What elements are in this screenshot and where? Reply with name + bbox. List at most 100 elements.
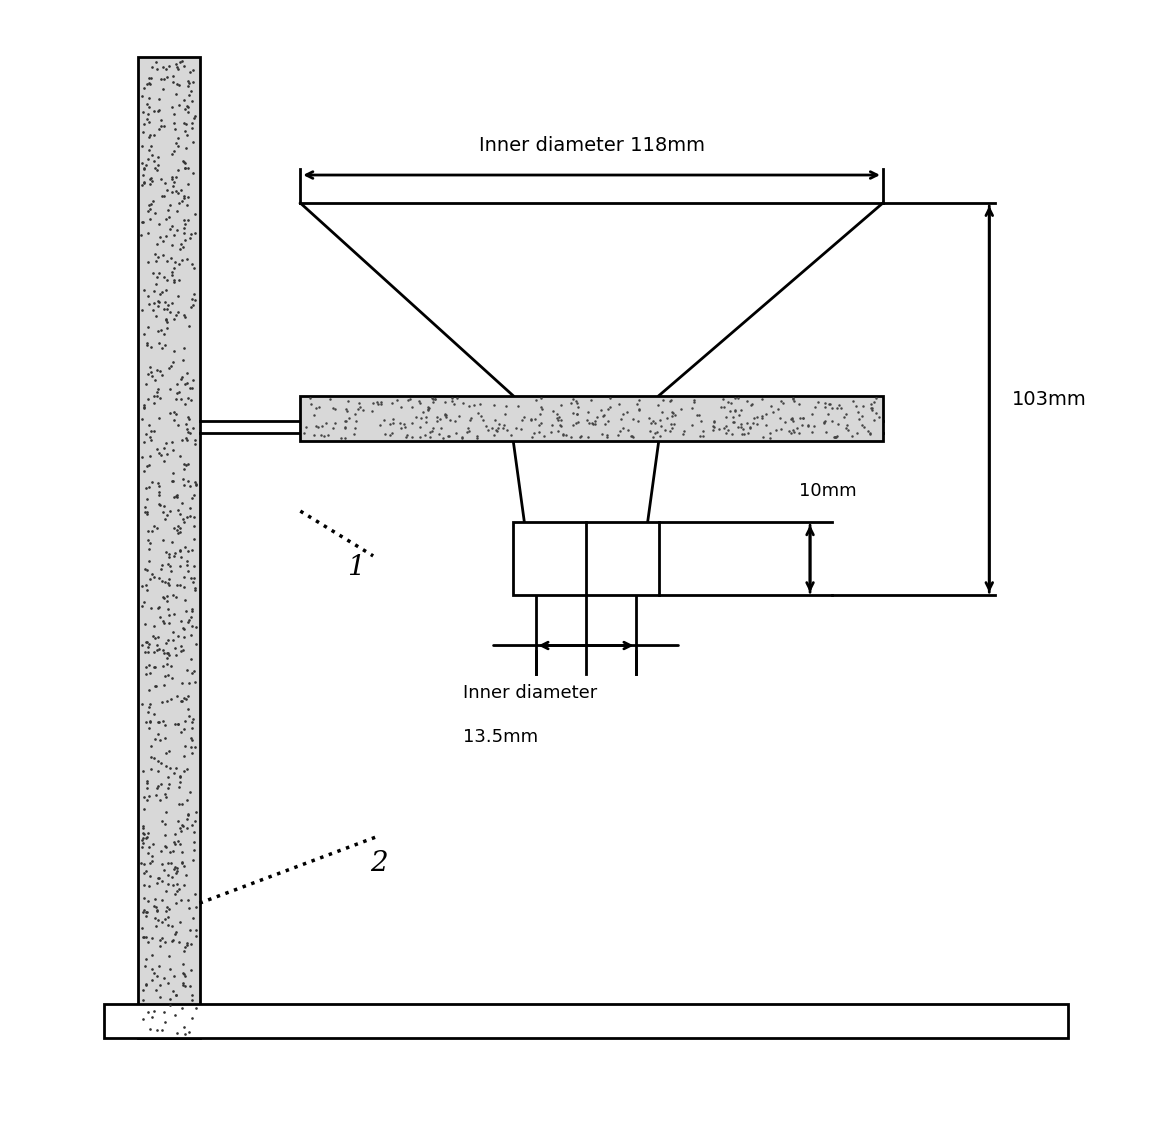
Point — [484, 396, 503, 414]
Point — [166, 588, 185, 606]
Point — [157, 210, 176, 228]
Point — [531, 398, 550, 416]
Point — [509, 396, 527, 414]
Point — [171, 638, 190, 656]
Point — [146, 982, 165, 999]
Point — [414, 403, 432, 421]
Point — [154, 231, 172, 249]
Point — [138, 903, 157, 921]
Point — [168, 576, 186, 594]
Point — [139, 456, 158, 474]
Point — [164, 464, 183, 482]
Point — [163, 183, 182, 201]
Point — [136, 633, 155, 651]
Point — [143, 851, 162, 869]
Point — [159, 775, 178, 793]
Point — [142, 431, 161, 449]
Point — [159, 974, 178, 992]
Point — [132, 137, 151, 155]
Point — [156, 174, 175, 192]
Point — [710, 420, 729, 438]
Point — [332, 429, 350, 447]
Point — [593, 424, 612, 442]
Point — [135, 398, 154, 416]
Point — [161, 759, 179, 777]
Point — [816, 399, 834, 417]
Point — [798, 416, 817, 433]
Point — [449, 407, 468, 424]
Point — [138, 642, 157, 660]
Point — [155, 645, 173, 663]
Point — [515, 408, 533, 426]
Point — [391, 419, 410, 437]
Point — [782, 410, 800, 428]
Point — [641, 421, 660, 439]
Point — [134, 824, 152, 842]
Point — [144, 387, 163, 405]
Point — [175, 628, 193, 646]
Point — [557, 427, 575, 445]
Point — [152, 71, 171, 89]
Point — [138, 522, 157, 540]
Point — [185, 885, 204, 903]
Point — [152, 556, 171, 574]
Point — [172, 181, 191, 199]
Point — [461, 411, 479, 429]
Point — [183, 1010, 202, 1028]
Point — [172, 235, 191, 253]
Point — [444, 395, 463, 413]
Point — [803, 404, 822, 422]
Point — [164, 520, 183, 538]
Point — [141, 174, 159, 192]
Point — [169, 832, 188, 850]
Point — [148, 268, 166, 286]
Point — [142, 338, 161, 356]
Point — [168, 487, 186, 505]
Point — [163, 432, 182, 450]
Point — [663, 403, 682, 421]
Point — [144, 628, 163, 646]
Point — [169, 517, 188, 535]
Point — [370, 417, 389, 435]
Point — [660, 392, 679, 410]
Point — [752, 408, 771, 426]
Point — [149, 869, 168, 887]
Point — [158, 666, 177, 684]
Point — [541, 423, 560, 441]
Point — [183, 850, 202, 868]
Point — [157, 446, 176, 464]
Point — [178, 455, 197, 473]
Point — [178, 408, 197, 426]
Point — [176, 1025, 195, 1043]
Point — [163, 668, 182, 686]
Point — [859, 422, 878, 440]
Point — [312, 426, 331, 444]
Point — [502, 426, 520, 444]
Point — [307, 417, 326, 435]
Point — [154, 503, 172, 521]
Point — [173, 976, 192, 994]
Point — [154, 80, 172, 98]
Point — [742, 396, 761, 414]
Point — [173, 974, 192, 992]
Point — [338, 400, 356, 418]
Point — [156, 510, 175, 528]
Point — [154, 58, 172, 76]
Point — [183, 92, 202, 110]
Point — [477, 418, 496, 436]
Point — [163, 266, 182, 284]
Point — [452, 429, 471, 447]
Point — [582, 414, 601, 432]
Point — [141, 867, 159, 885]
Point — [145, 159, 164, 177]
Point — [762, 398, 781, 416]
Point — [178, 389, 197, 407]
Point — [368, 393, 387, 411]
Point — [144, 618, 163, 636]
Point — [166, 759, 185, 777]
Point — [825, 428, 844, 446]
Point — [183, 719, 202, 737]
Point — [175, 211, 193, 229]
Point — [185, 579, 204, 597]
Point — [176, 538, 195, 556]
